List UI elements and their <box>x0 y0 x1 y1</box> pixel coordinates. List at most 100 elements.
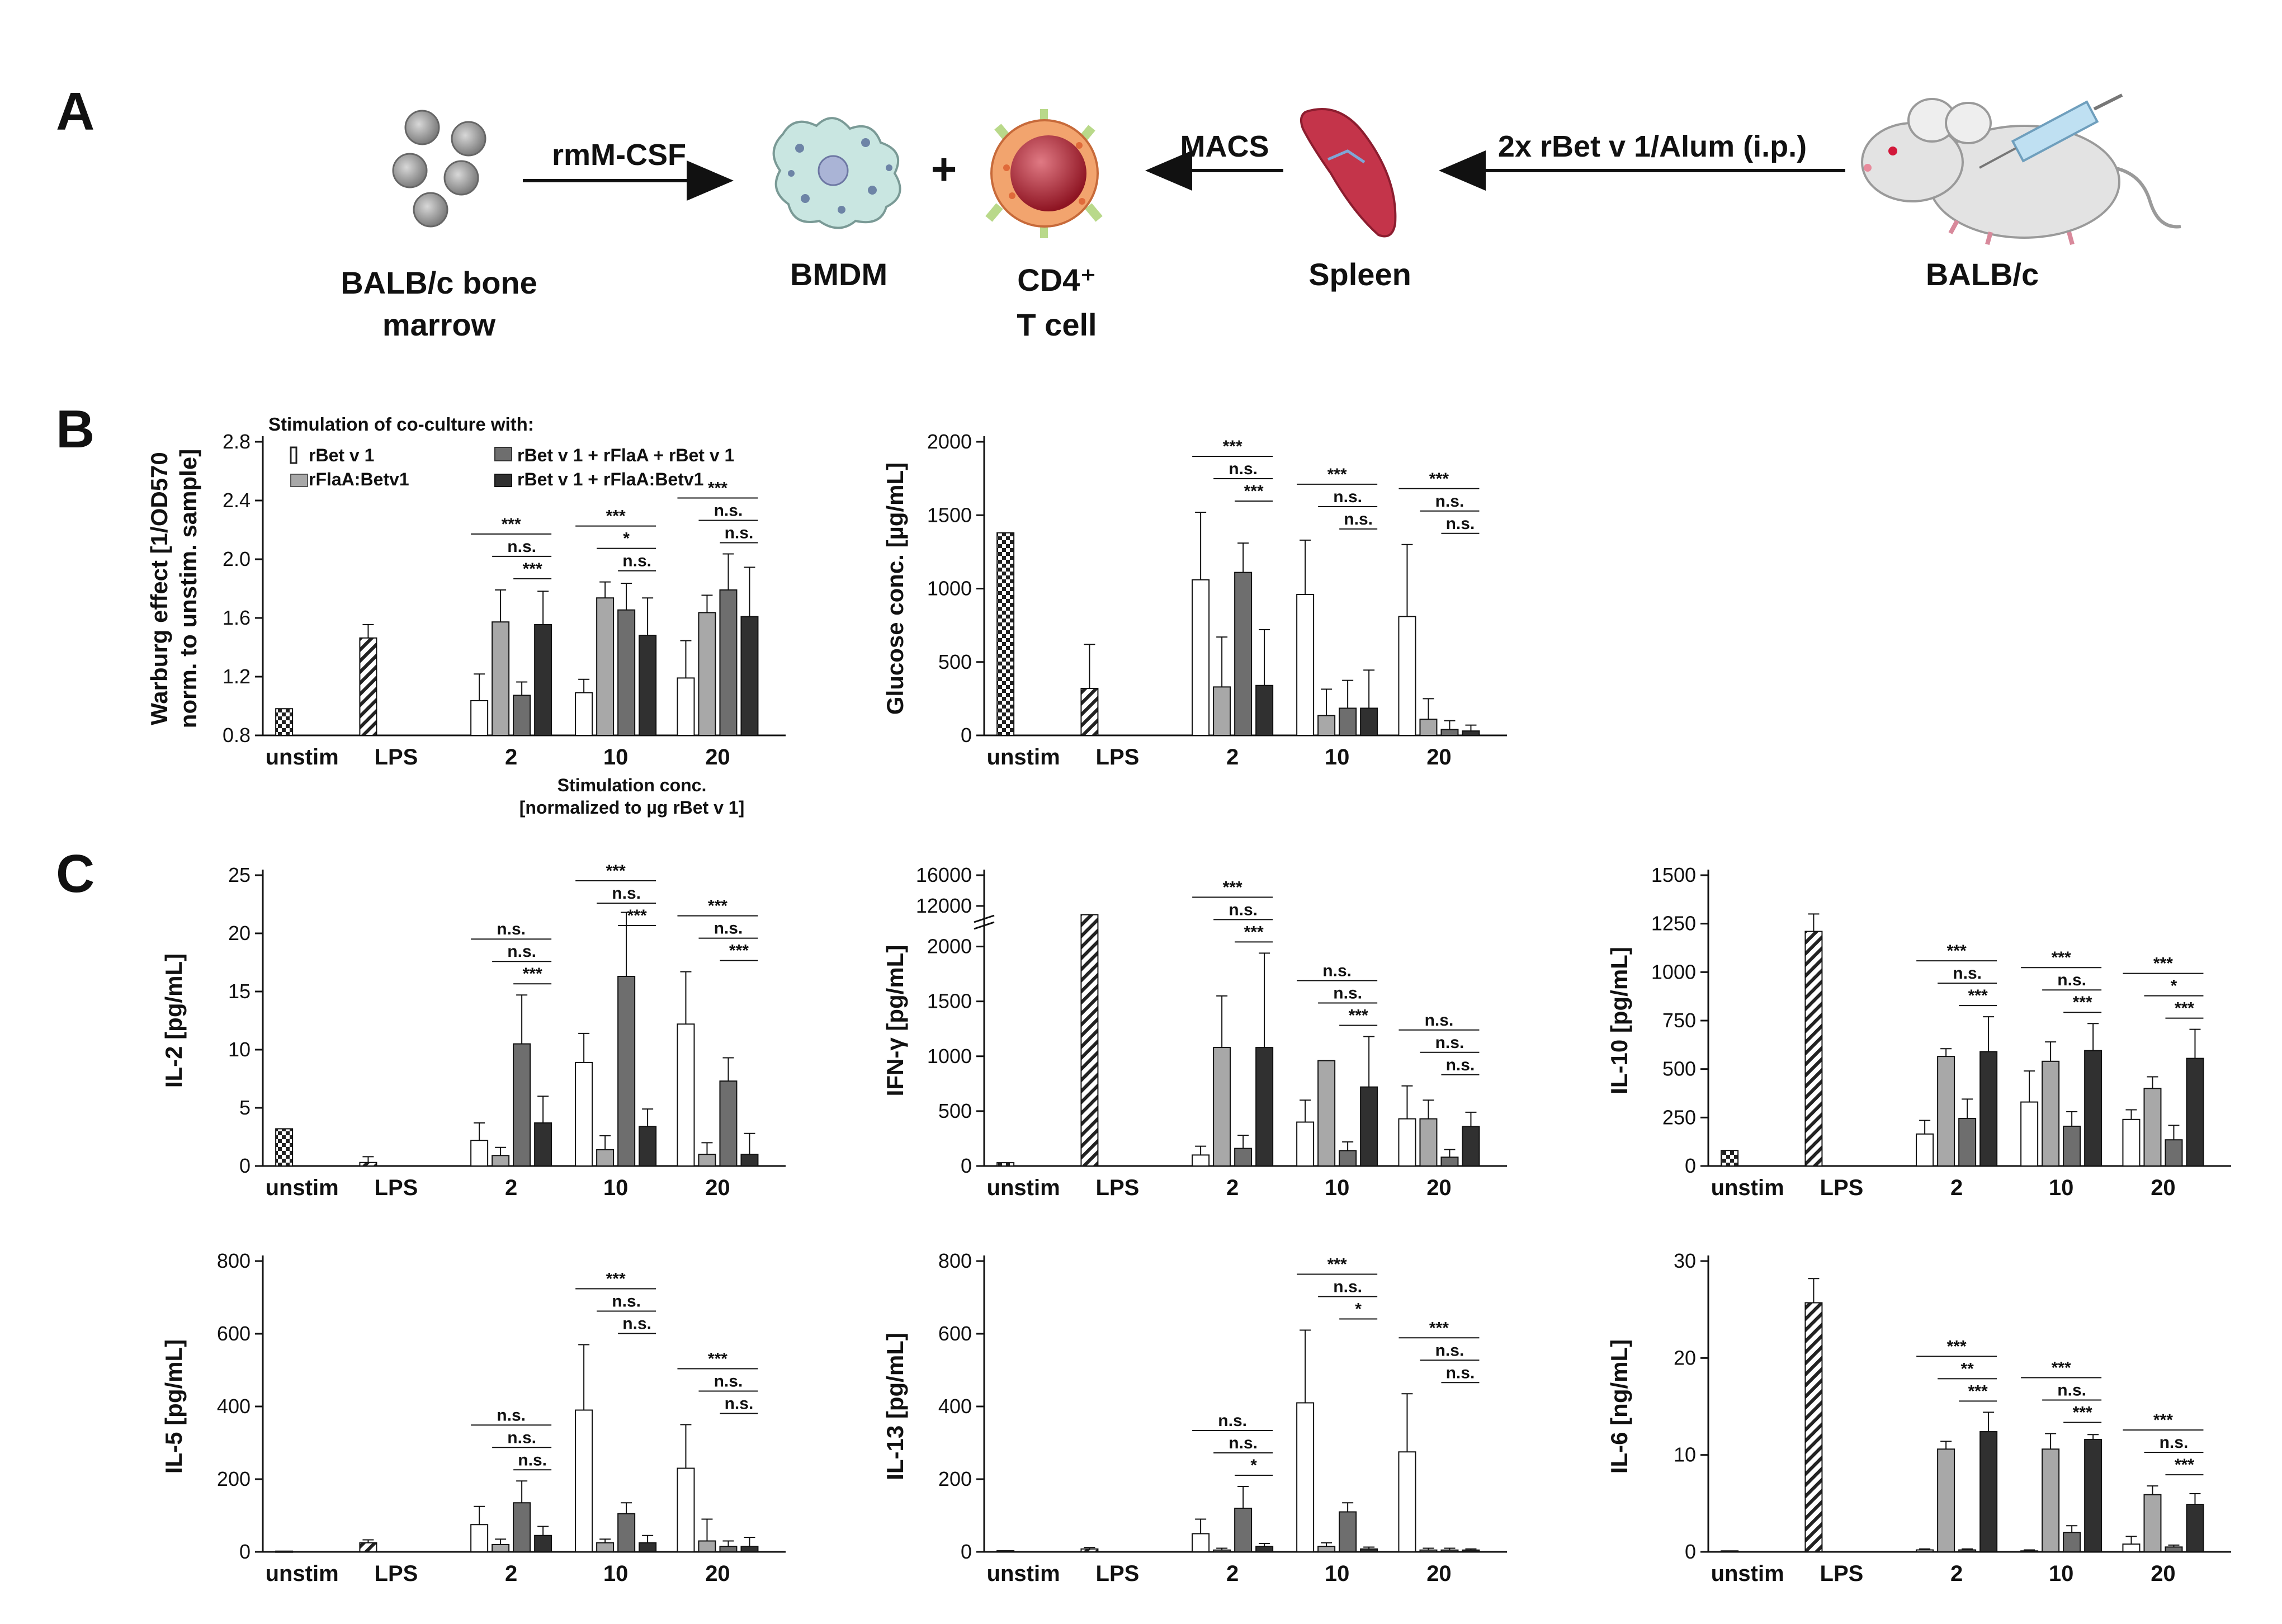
y-tick-label: 2.4 <box>223 489 251 512</box>
x-caption-1: Stimulation conc. <box>557 775 707 795</box>
y-tick-label: 2.0 <box>223 547 251 570</box>
bar-flaa <box>1317 1546 1336 1552</box>
tcell-label-1: CD4⁺ <box>1017 262 1097 298</box>
bar-flaa <box>1213 1047 1231 1167</box>
sig-label: n.s. <box>497 1406 526 1424</box>
sig-label: *** <box>2175 1456 2194 1474</box>
y-tick-label: 0.8 <box>223 724 251 747</box>
bar-rbet <box>1916 1549 1934 1553</box>
sig-label: n.s. <box>1333 1278 1362 1296</box>
legend: Stimulation of co-culture with: rBet v 1… <box>268 414 734 489</box>
y-tick-label: 1000 <box>927 577 972 600</box>
x-category-label: 20 <box>705 1175 730 1200</box>
sig-label: * <box>1355 1300 1362 1319</box>
sig-label: n.s. <box>507 942 536 961</box>
bar-mix <box>719 1080 738 1167</box>
sig-label: *** <box>1429 470 1449 488</box>
x-category-label: 10 <box>1325 1561 1350 1586</box>
y-tick-label: 0 <box>961 724 972 747</box>
legend-swatch-rbet <box>290 446 297 464</box>
bar-combo <box>2084 1050 2103 1167</box>
bar-mix <box>513 1502 531 1552</box>
chart-glucose: 0 500 1000 1500 2000 Glucose conc. [µg/mL] uns… <box>882 430 1507 769</box>
bar-rbet <box>470 700 489 737</box>
bar-rbet <box>575 1409 593 1552</box>
y-tick-label: 1.6 <box>223 606 251 629</box>
bar-rbet <box>677 1023 695 1167</box>
bar-flaa <box>2042 1060 2060 1167</box>
bar-combo <box>1255 684 1274 736</box>
x-category-label: unstim <box>266 745 339 769</box>
y-tick-label: 0 <box>961 1540 972 1563</box>
sig-label: n.s. <box>1446 1363 1475 1382</box>
sig-label: *** <box>708 479 727 497</box>
sig-label: n.s. <box>1333 488 1362 506</box>
x-category-label: 10 <box>603 1175 629 1200</box>
sig-label: n.s. <box>1435 1341 1464 1359</box>
bar-lps <box>1080 688 1099 736</box>
bar-lps <box>1080 914 1099 1167</box>
sig-label: *** <box>502 515 521 534</box>
bar-combo <box>1462 730 1480 736</box>
bar-rbet <box>2020 1101 2039 1167</box>
x-category-label: LPS <box>375 1561 418 1586</box>
axis-break <box>974 914 995 923</box>
sig-label: n.s. <box>518 1451 547 1469</box>
bar-flaa <box>2143 1494 2162 1553</box>
bar-unstim <box>996 1162 1015 1167</box>
x-category-label: 10 <box>1325 1175 1350 1200</box>
bar-flaa <box>1419 1118 1438 1167</box>
bar-combo <box>1462 1549 1480 1552</box>
sig-label: *** <box>1947 1337 1967 1356</box>
plus-sign: + <box>931 144 957 194</box>
sig-label: n.s. <box>612 1292 641 1311</box>
sig-label: *** <box>606 1270 626 1288</box>
bar-mix <box>1440 1549 1459 1552</box>
sig-label: *** <box>708 1350 727 1368</box>
x-category-label: 2 <box>505 745 517 769</box>
sig-label: *** <box>1244 923 1264 941</box>
bar-mix <box>2165 1546 2183 1552</box>
bar-mix <box>1440 729 1459 736</box>
sig-label: *** <box>2073 1404 2092 1422</box>
bar-flaa <box>1317 715 1336 736</box>
bar-combo <box>639 1126 657 1167</box>
bar-combo <box>1462 1126 1480 1167</box>
sig-label: n.s. <box>622 1315 651 1333</box>
sig-label: *** <box>1223 437 1242 456</box>
bar-mix <box>513 1043 531 1167</box>
sig-label: *** <box>708 897 727 915</box>
bar-rbet <box>1192 579 1210 736</box>
y-axis-label: IL-10 [pg/mL] <box>1606 947 1632 1094</box>
bar-mix <box>2063 1532 2081 1552</box>
y-tick-label: 0 <box>1685 1540 1696 1563</box>
x-category-label: 20 <box>705 1561 730 1586</box>
x-category-label: 20 <box>1426 1175 1452 1200</box>
sig-label: n.s. <box>1333 984 1362 1002</box>
bar-unstim <box>275 1128 294 1167</box>
y-tick-label: 0 <box>239 1154 251 1177</box>
y-tick-label: 2000 <box>927 935 972 958</box>
bar-mix <box>617 975 636 1167</box>
x-category-label: unstim <box>1711 1175 1784 1200</box>
sig-label: n.s. <box>1435 1033 1464 1052</box>
x-category-label: 2 <box>505 1175 517 1200</box>
bar-rbet <box>677 677 695 736</box>
sig-label: *** <box>1327 465 1347 484</box>
bar-lps <box>359 1542 377 1552</box>
bar-combo <box>1979 1051 1998 1167</box>
legend-swatch-mix <box>494 447 512 461</box>
bar-combo <box>1255 1546 1274 1552</box>
bar-flaa <box>1213 1549 1231 1552</box>
y-tick-label: 500 <box>1662 1058 1696 1080</box>
sig-label: *** <box>1947 942 1967 960</box>
sig-label: *** <box>606 862 626 880</box>
spleen-label: Spleen <box>1308 257 1411 292</box>
mouse-icon <box>1861 93 2181 246</box>
sig-label: * <box>1250 1456 1257 1475</box>
arrow-immunization-label: 2x rBet v 1/Alum (i.p.) <box>1498 130 1807 163</box>
bar-rbet <box>2020 1550 2039 1553</box>
x-category-label: LPS <box>1096 1175 1140 1200</box>
y-tick-label: 10 <box>228 1038 251 1061</box>
